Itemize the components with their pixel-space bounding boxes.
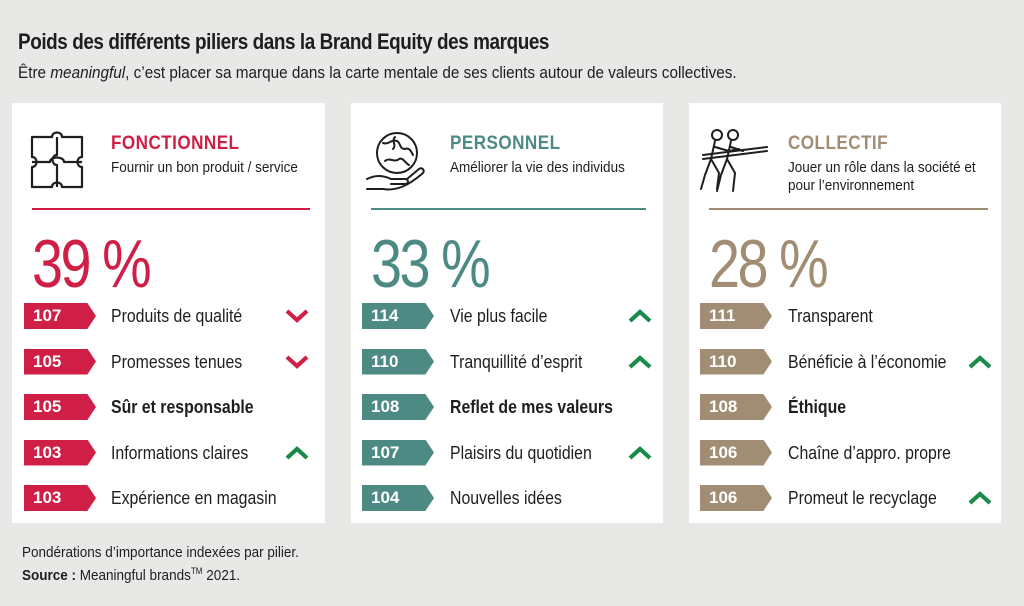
index-value-tag: 114 (362, 303, 434, 329)
source-name: Meaningful brands (76, 567, 191, 584)
index-value-tag: 108 (700, 394, 772, 420)
attribute-label: Transparent (788, 306, 873, 326)
pillar-name: COLLECTIF (788, 133, 888, 154)
attribute-label: Nouvelles idées (450, 488, 562, 508)
attribute-label: Vie plus facile (450, 306, 548, 326)
index-value-tag: 110 (362, 348, 434, 375)
puzzle-icon (22, 125, 92, 197)
chevron-up-icon (628, 354, 652, 369)
index-value-tag: 110 (700, 348, 772, 375)
attribute-label: Bénéficie à l’économie (788, 351, 947, 372)
index-row: 108 Éthique (689, 394, 1001, 420)
index-row: 103 Informations claires (12, 439, 325, 466)
pillar-description: Jouer un rôle dans la société et pour l’… (788, 159, 976, 194)
trademark-mark: TM (190, 566, 203, 576)
pillar-share: 28 % (709, 226, 829, 302)
pillar-share: 33 % (371, 226, 491, 302)
divider (371, 208, 646, 210)
index-row: 103 Expérience en magasin (12, 485, 325, 511)
index-row: 104 Nouvelles idées (351, 485, 663, 511)
hand-globe-puzzle-icon (361, 125, 431, 197)
index-value-tag: 111 (700, 303, 772, 329)
attribute-label: Sûr et responsable (111, 397, 254, 417)
attribute-label: Expérience en magasin (111, 488, 277, 508)
index-row: 105 Promesses tenues (12, 348, 325, 375)
chevron-down-icon (285, 354, 309, 369)
index-value-tag: 107 (24, 303, 96, 329)
attribute-label: Éthique (788, 397, 847, 417)
panel-fonctionnel: FONCTIONNEL Fournir un bon produit / ser… (12, 103, 325, 523)
index-row: 107 Plaisirs du quotidien (351, 439, 663, 466)
chevron-up-icon (628, 309, 652, 323)
index-value-tag: 105 (24, 348, 96, 375)
chevron-down-icon (285, 309, 309, 323)
pillar-name: PERSONNEL (450, 133, 561, 154)
subtitle-emphasis: meaningful (50, 63, 126, 82)
attribute-label: Tranquillité d’esprit (450, 351, 583, 372)
attribute-label: Produits de qualité (111, 306, 243, 326)
attribute-label: Plaisirs du quotidien (450, 442, 592, 463)
index-value-tag: 106 (700, 485, 772, 511)
index-value-tag: 106 (700, 439, 772, 466)
divider (709, 208, 988, 210)
index-value-tag: 103 (24, 439, 96, 466)
index-value-tag: 103 (24, 485, 96, 511)
source-year: 2021. (202, 567, 241, 584)
subtitle-end: , c’est placer sa marque dans la carte m… (125, 63, 737, 82)
chevron-up-icon (285, 445, 309, 460)
index-row: 106 Chaîne d’appro. propre (689, 439, 1001, 466)
subtitle-start: Être (18, 63, 51, 82)
pillar-share: 39 % (32, 226, 152, 302)
divider (32, 208, 310, 210)
chart-title: Poids des différents piliers dans la Bra… (18, 29, 550, 54)
index-row: 111 Transparent (689, 303, 1001, 329)
index-row: 114 Vie plus facile (351, 303, 663, 329)
index-row: 106 Promeut le recyclage (689, 485, 1001, 511)
index-row: 110 Bénéficie à l’économie (689, 348, 1001, 375)
attribute-label: Promeut le recyclage (788, 488, 937, 508)
attribute-label: Informations claires (111, 442, 249, 463)
index-row: 105 Sûr et responsable (12, 394, 325, 420)
panel-personnel: PERSONNEL Améliorer la vie des individus… (351, 103, 663, 523)
chart-subtitle: Être meaningful, c’est placer sa marque … (18, 63, 737, 83)
pillar-name: FONCTIONNEL (111, 133, 240, 154)
chevron-up-icon (968, 354, 992, 369)
source-line: Source : Meaningful brandsTM 2021. (22, 566, 240, 584)
index-row: 108 Reflet de mes valeurs (351, 394, 663, 420)
footnote: Pondérations d’importance indexées par p… (22, 544, 299, 561)
chevron-up-icon (628, 445, 652, 460)
pillar-description: Améliorer la vie des individus (450, 159, 625, 176)
index-value-tag: 105 (24, 394, 96, 420)
index-value-tag: 107 (362, 439, 434, 466)
source-label: Source : (22, 567, 77, 584)
attribute-label: Chaîne d’appro. propre (788, 442, 951, 463)
pillar-description: Fournir un bon produit / service (111, 159, 298, 176)
attribute-label: Promesses tenues (111, 351, 243, 372)
panel-collectif: COLLECTIF Jouer un rôle dans la société … (689, 103, 1001, 523)
attribute-label: Reflet de mes valeurs (450, 397, 613, 417)
index-row: 107 Produits de qualité (12, 303, 325, 329)
tug-of-war-icon (699, 125, 769, 197)
index-value-tag: 104 (362, 485, 434, 511)
index-value-tag: 108 (362, 394, 434, 420)
index-row: 110 Tranquillité d’esprit (351, 348, 663, 375)
chevron-up-icon (968, 491, 992, 505)
